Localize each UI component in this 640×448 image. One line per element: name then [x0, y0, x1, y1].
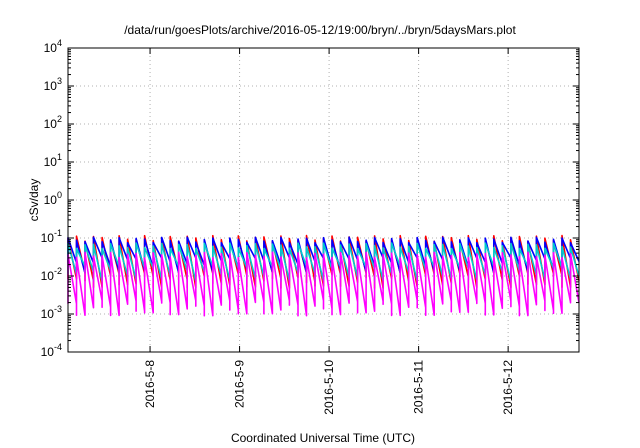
y-tick-label: 102 — [44, 114, 62, 131]
x-axis-title: Coordinated Universal Time (UTC) — [231, 431, 415, 445]
x-tick-label: 2016-5-12 — [501, 360, 515, 415]
x-tick-label: 2016-5-9 — [233, 360, 247, 408]
y-tick-label: 10-1 — [41, 228, 62, 245]
x-tick-label: 2016-5-8 — [143, 360, 157, 408]
y-tick-label: 10-2 — [41, 266, 62, 283]
y-tick-label: 104 — [44, 38, 62, 55]
series-layer — [67, 234, 580, 317]
x-tick-label: 2016-5-10 — [322, 360, 336, 415]
series-line — [67, 251, 580, 317]
y-axis: 10-4 10-3 10-2 10-1 100 101 102 103 104 — [41, 38, 579, 359]
x-axis: 2016-5-8 2016-5-9 2016-5-10 2016-5-11 2016-5… — [143, 48, 515, 415]
y-axis-title: cSv/day — [27, 179, 41, 222]
chart-title: /data/run/goesPlots/archive/2016-05-12/1… — [124, 23, 516, 37]
y-tick-label: 10-3 — [41, 304, 62, 321]
y-tick-label: 101 — [44, 152, 62, 169]
y-tick-label: 10-4 — [41, 342, 62, 359]
x-tick-label: 2016-5-11 — [412, 360, 426, 414]
y-tick-label: 100 — [44, 190, 62, 207]
y-tick-label: 103 — [44, 76, 62, 93]
grid — [68, 48, 579, 352]
